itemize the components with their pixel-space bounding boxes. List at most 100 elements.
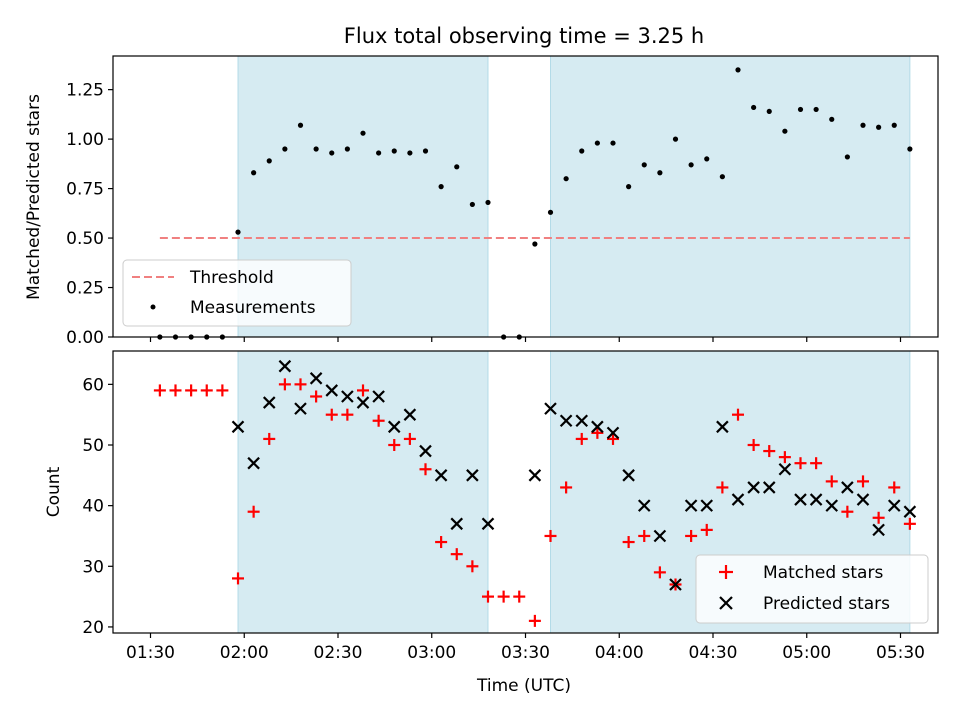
- measurement-point: [469, 201, 475, 208]
- predicted-star-point: [856, 493, 870, 506]
- measurement-point: [266, 158, 272, 164]
- x-tick-label: 01:30: [126, 643, 175, 663]
- measurement-point: [282, 146, 288, 152]
- y-tick-label: 30: [82, 557, 104, 577]
- measurement-point: [719, 174, 725, 180]
- measurement-point: [532, 241, 538, 247]
- matched-star-point: [607, 432, 619, 445]
- measurement-point: [391, 148, 397, 154]
- top-legend: Threshold Measurements: [122, 259, 352, 327]
- predicted-star-point: [247, 456, 260, 470]
- x-tick-label: 03:30: [501, 643, 550, 663]
- matched-star-point: [653, 566, 666, 579]
- measurement-point: [454, 164, 460, 170]
- measurement-point: [438, 184, 444, 190]
- predicted-star-point: [575, 414, 589, 428]
- x-tick-label: 03:00: [407, 643, 456, 663]
- measurement-point: [235, 229, 241, 235]
- predicted-star-point: [653, 529, 667, 543]
- matched-star-point: [357, 384, 369, 397]
- x-tick-label: 02:30: [314, 643, 363, 663]
- matched-star-point: [450, 548, 463, 561]
- predicted-star-point: [731, 493, 745, 506]
- predicted-star-point: [591, 420, 604, 434]
- measurement-point: [735, 67, 741, 73]
- matched-star-point: [294, 378, 307, 391]
- matched-star-point: [325, 408, 338, 421]
- measurement-point: [376, 150, 382, 156]
- y-tick-label: 50: [82, 436, 104, 456]
- measurement-point: [626, 184, 632, 190]
- predicted-star-point: [825, 499, 839, 512]
- predicted-star-point: [622, 469, 635, 482]
- bottom-ylabel: Count: [44, 466, 64, 517]
- predicted-star-point: [262, 396, 276, 409]
- measurement-point: [688, 162, 694, 168]
- predicted-star-point: [481, 517, 495, 531]
- predicted-star-point: [887, 499, 901, 512]
- matched-star-point: [903, 517, 916, 530]
- observing-interval-shade: [550, 55, 911, 338]
- matched-star-point: [575, 432, 588, 445]
- measurement-point: [485, 199, 491, 206]
- predicted-star-point: [419, 444, 432, 458]
- predicted-star-point: [700, 499, 714, 512]
- predicted-star-point: [356, 396, 370, 409]
- x-tick-label: 05:00: [782, 643, 831, 663]
- measurement-point: [641, 162, 647, 168]
- x-tick-label: 04:30: [689, 643, 738, 663]
- matched-star-point: [200, 384, 213, 397]
- measurement-point: [422, 148, 429, 154]
- predicted-star-point: [372, 390, 385, 403]
- matched-star-point: [763, 445, 776, 458]
- matched-star-point: [685, 529, 698, 542]
- legend-matched-label: Matched stars: [763, 563, 883, 583]
- matched-star-point: [419, 463, 432, 476]
- matched-star-point: [232, 572, 244, 585]
- predicted-star-point: [387, 420, 401, 434]
- predicted-star-point: [231, 420, 245, 434]
- matched-star-point: [513, 590, 526, 603]
- matched-star-point: [778, 451, 791, 464]
- predicted-star-point: [872, 523, 885, 537]
- legend-predicted-label: Predicted stars: [763, 594, 890, 614]
- x-tick-label: 02:00: [220, 643, 269, 663]
- matched-star-point: [810, 457, 823, 470]
- matched-star-point: [435, 536, 448, 549]
- legend-measurement-swatch: [150, 304, 156, 310]
- measurement-point: [563, 176, 569, 182]
- matched-star-point: [825, 475, 838, 488]
- y-tick-label: 1.00: [66, 130, 104, 150]
- predicted-star-point: [278, 359, 292, 373]
- measurement-point: [344, 146, 350, 152]
- measurement-point: [329, 150, 335, 156]
- predicted-star-point: [778, 462, 792, 476]
- matched-star-point: [794, 457, 807, 470]
- bottom-xlabel: Time (UTC): [476, 676, 571, 696]
- measurement-point: [782, 128, 788, 134]
- measurement-point: [797, 106, 804, 113]
- y-tick-label: 1.25: [66, 81, 104, 101]
- matched-star-point: [388, 439, 401, 451]
- matched-star-point: [372, 414, 385, 427]
- predicted-star-point: [637, 499, 651, 512]
- matched-star-point: [638, 529, 651, 542]
- legend-predicted-swatch: [719, 596, 733, 610]
- legend-threshold-label: Threshold: [189, 268, 274, 288]
- predicted-star-point: [794, 493, 807, 506]
- measurement-point: [407, 150, 413, 156]
- predicted-star-point: [841, 481, 854, 494]
- legend-measurements-label: Measurements: [190, 298, 316, 318]
- matched-star-point: [841, 505, 854, 518]
- predicted-star-point: [341, 390, 354, 403]
- y-tick-label: 0.75: [66, 180, 104, 200]
- matched-star-point: [888, 481, 901, 494]
- measurement-point: [313, 146, 319, 152]
- measurement-point: [829, 116, 835, 122]
- measurement-point: [672, 136, 679, 142]
- matched-star-point: [278, 378, 291, 391]
- matched-star-point: [544, 529, 557, 542]
- predicted-star-point: [809, 493, 823, 506]
- matched-star-point: [247, 505, 260, 518]
- matched-star-point: [153, 384, 166, 397]
